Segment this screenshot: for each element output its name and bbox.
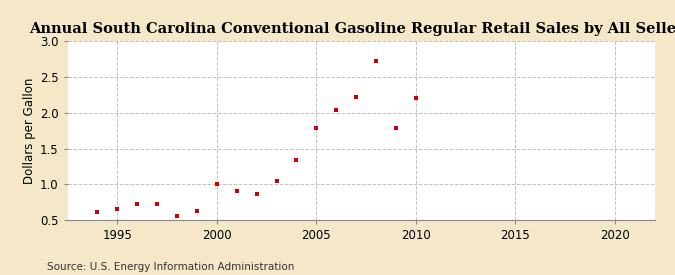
Point <box>171 214 182 219</box>
Point <box>371 58 381 63</box>
Point <box>271 179 282 184</box>
Point <box>112 207 123 211</box>
Point <box>232 188 242 193</box>
Point <box>391 126 402 131</box>
Point <box>92 210 103 214</box>
Text: Source: U.S. Energy Information Administration: Source: U.S. Energy Information Administ… <box>47 262 294 272</box>
Point <box>132 201 142 206</box>
Point <box>152 202 163 207</box>
Point <box>331 108 342 112</box>
Point <box>251 191 262 196</box>
Y-axis label: Dollars per Gallon: Dollars per Gallon <box>23 78 36 184</box>
Title: Annual South Carolina Conventional Gasoline Regular Retail Sales by All Sellers: Annual South Carolina Conventional Gasol… <box>30 22 675 36</box>
Point <box>291 158 302 162</box>
Point <box>351 95 362 99</box>
Point <box>211 182 222 186</box>
Point <box>410 96 421 101</box>
Point <box>192 208 202 213</box>
Point <box>311 126 322 131</box>
